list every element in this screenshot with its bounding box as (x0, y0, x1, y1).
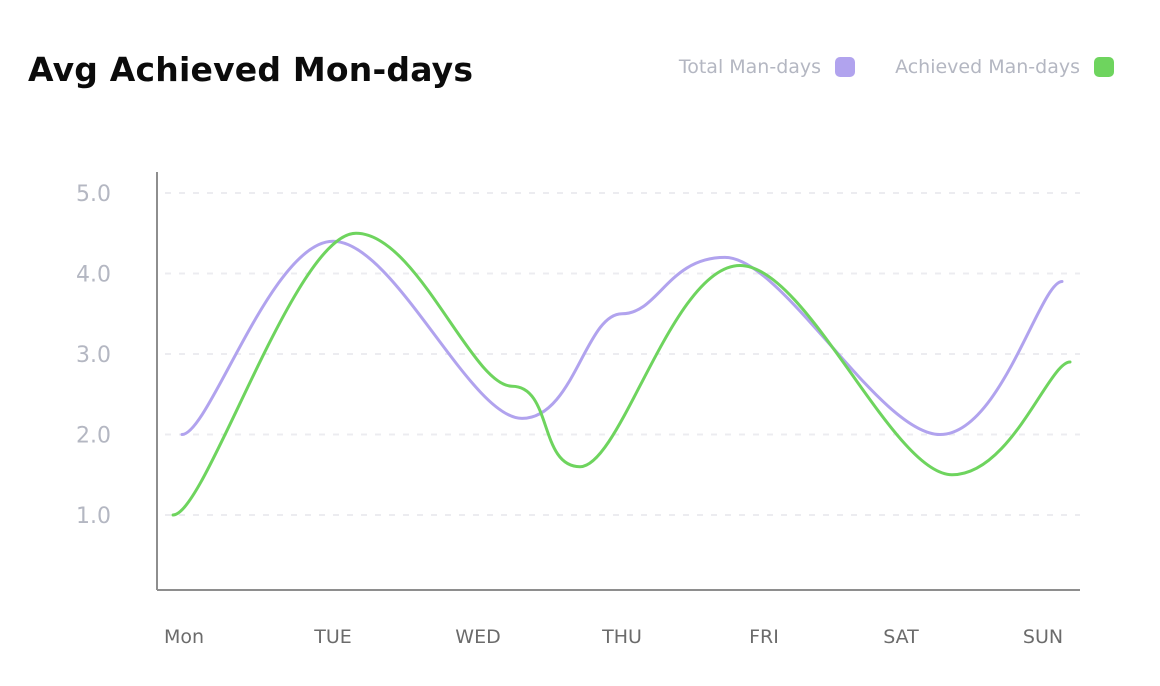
y-tick-label: 1.0 (76, 504, 111, 529)
legend-label-achieved: Achieved Man-days (895, 56, 1080, 78)
y-tick-label: 2.0 (76, 424, 111, 449)
chart-title: Avg Achieved Mon-days (28, 50, 474, 89)
y-tick-label: 5.0 (76, 182, 111, 207)
x-tick-label: SAT (883, 626, 919, 648)
x-tick-label: WED (455, 626, 500, 648)
chart-legend: Total Man-days Achieved Man-days (679, 56, 1114, 78)
x-tick-label: THU (601, 626, 642, 648)
legend-swatch-total (835, 57, 856, 77)
legend-item-achieved[interactable]: Achieved Man-days (895, 56, 1114, 78)
x-tick-label: SUN (1023, 626, 1063, 648)
y-tick-label: 4.0 (76, 263, 111, 288)
x-tick-label: Mon (164, 626, 204, 648)
series-line-total (180, 239, 1064, 436)
x-tick-label: TUE (313, 626, 352, 648)
legend-swatch-achieved (1094, 57, 1114, 77)
y-tick-label: 3.0 (76, 343, 111, 368)
x-tick-label: FRI (749, 626, 779, 648)
legend-label-total: Total Man-days (678, 56, 822, 78)
series-line-achieved (171, 231, 1072, 517)
legend-item-total[interactable]: Total Man-days (678, 56, 856, 78)
